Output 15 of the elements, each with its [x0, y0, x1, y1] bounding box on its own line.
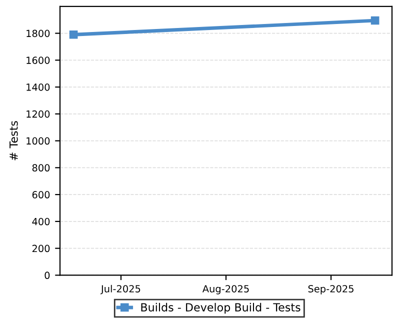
- x-tick-label: Aug-2025: [202, 285, 249, 294]
- y-tick-label: 200: [32, 244, 50, 252]
- y-tick-label: 0: [44, 272, 50, 280]
- legend-label: Builds - Develop Build - Tests: [141, 302, 300, 314]
- y-tick-label: 1600: [26, 56, 50, 64]
- y-tick-label: 800: [32, 164, 50, 172]
- y-tick-label: 1800: [26, 30, 50, 38]
- y-tick-label: 1000: [26, 137, 50, 145]
- y-tick-label: 1400: [26, 84, 50, 91]
- y-tick-label: 1200: [26, 110, 50, 118]
- y-axis-title: # Tests: [10, 121, 18, 160]
- x-tick-label: Sep-2025: [308, 285, 354, 294]
- y-tick-label: 600: [32, 191, 50, 198]
- y-tick-label: 400: [32, 218, 50, 226]
- x-tick-label: Jul-2025: [100, 284, 140, 294]
